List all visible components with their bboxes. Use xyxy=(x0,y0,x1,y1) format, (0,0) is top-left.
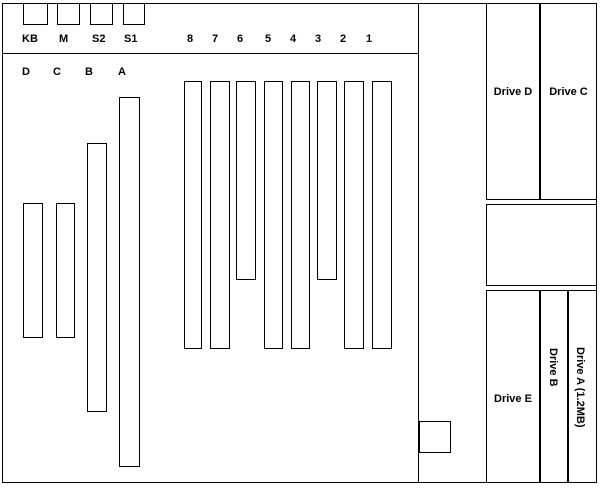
slot-number-label-5: 5 xyxy=(265,33,272,45)
top-ports-divider xyxy=(2,53,419,54)
board-right-divider xyxy=(418,3,419,483)
slot-number-label-3: 3 xyxy=(315,33,322,45)
drive-e-label: Drive E xyxy=(494,393,532,405)
slot-number-label-1: 1 xyxy=(366,33,373,45)
slot-number-label-8: 8 xyxy=(187,33,194,45)
expansion-slot-6 xyxy=(236,81,256,280)
slot-number-label-2: 2 xyxy=(340,33,347,45)
slot-a xyxy=(119,97,140,467)
expansion-slot-2 xyxy=(344,81,364,349)
expansion-slot-5 xyxy=(264,81,283,349)
slot-number-label-7: 7 xyxy=(212,33,219,45)
port-label-s2: S2 xyxy=(92,33,106,45)
drive-bay-d xyxy=(486,3,540,200)
port-connector-m xyxy=(57,3,80,25)
expansion-slot-4 xyxy=(291,81,310,349)
slot-c xyxy=(56,203,75,338)
slot-letter-label-c: C xyxy=(53,66,61,78)
expansion-slot-1 xyxy=(372,81,392,349)
port-label-m: M xyxy=(59,33,69,45)
expansion-slot-8 xyxy=(184,81,202,349)
drive-bay-c xyxy=(540,3,597,200)
slot-number-label-6: 6 xyxy=(237,33,244,45)
slot-number-label-4: 4 xyxy=(290,33,297,45)
slot-d xyxy=(23,203,43,338)
port-connector-s2 xyxy=(90,3,113,25)
port-connector-s1 xyxy=(123,3,145,25)
expansion-slot-7 xyxy=(210,81,230,349)
slot-b xyxy=(87,143,107,412)
drive-bay-e xyxy=(486,290,540,483)
slot-letter-label-d: D xyxy=(22,66,30,78)
aux-connector-box xyxy=(419,421,451,453)
drive-bay-a xyxy=(568,290,597,483)
drive-d-label: Drive D xyxy=(493,86,533,98)
port-label-s1: S1 xyxy=(124,33,138,45)
port-connector-kb xyxy=(23,3,48,25)
expansion-slot-3 xyxy=(317,81,337,280)
slot-letter-label-a: A xyxy=(118,66,126,78)
drive-a-label: Drive A (1.2MB) xyxy=(574,347,586,428)
drive-bay-empty xyxy=(486,204,597,286)
slot-letter-label-b: B xyxy=(85,66,93,78)
drive-b-label: Drive B xyxy=(547,348,559,387)
drive-bay-b xyxy=(540,290,568,483)
drive-c-label: Drive C xyxy=(549,86,588,98)
port-label-kb: KB xyxy=(22,33,38,45)
